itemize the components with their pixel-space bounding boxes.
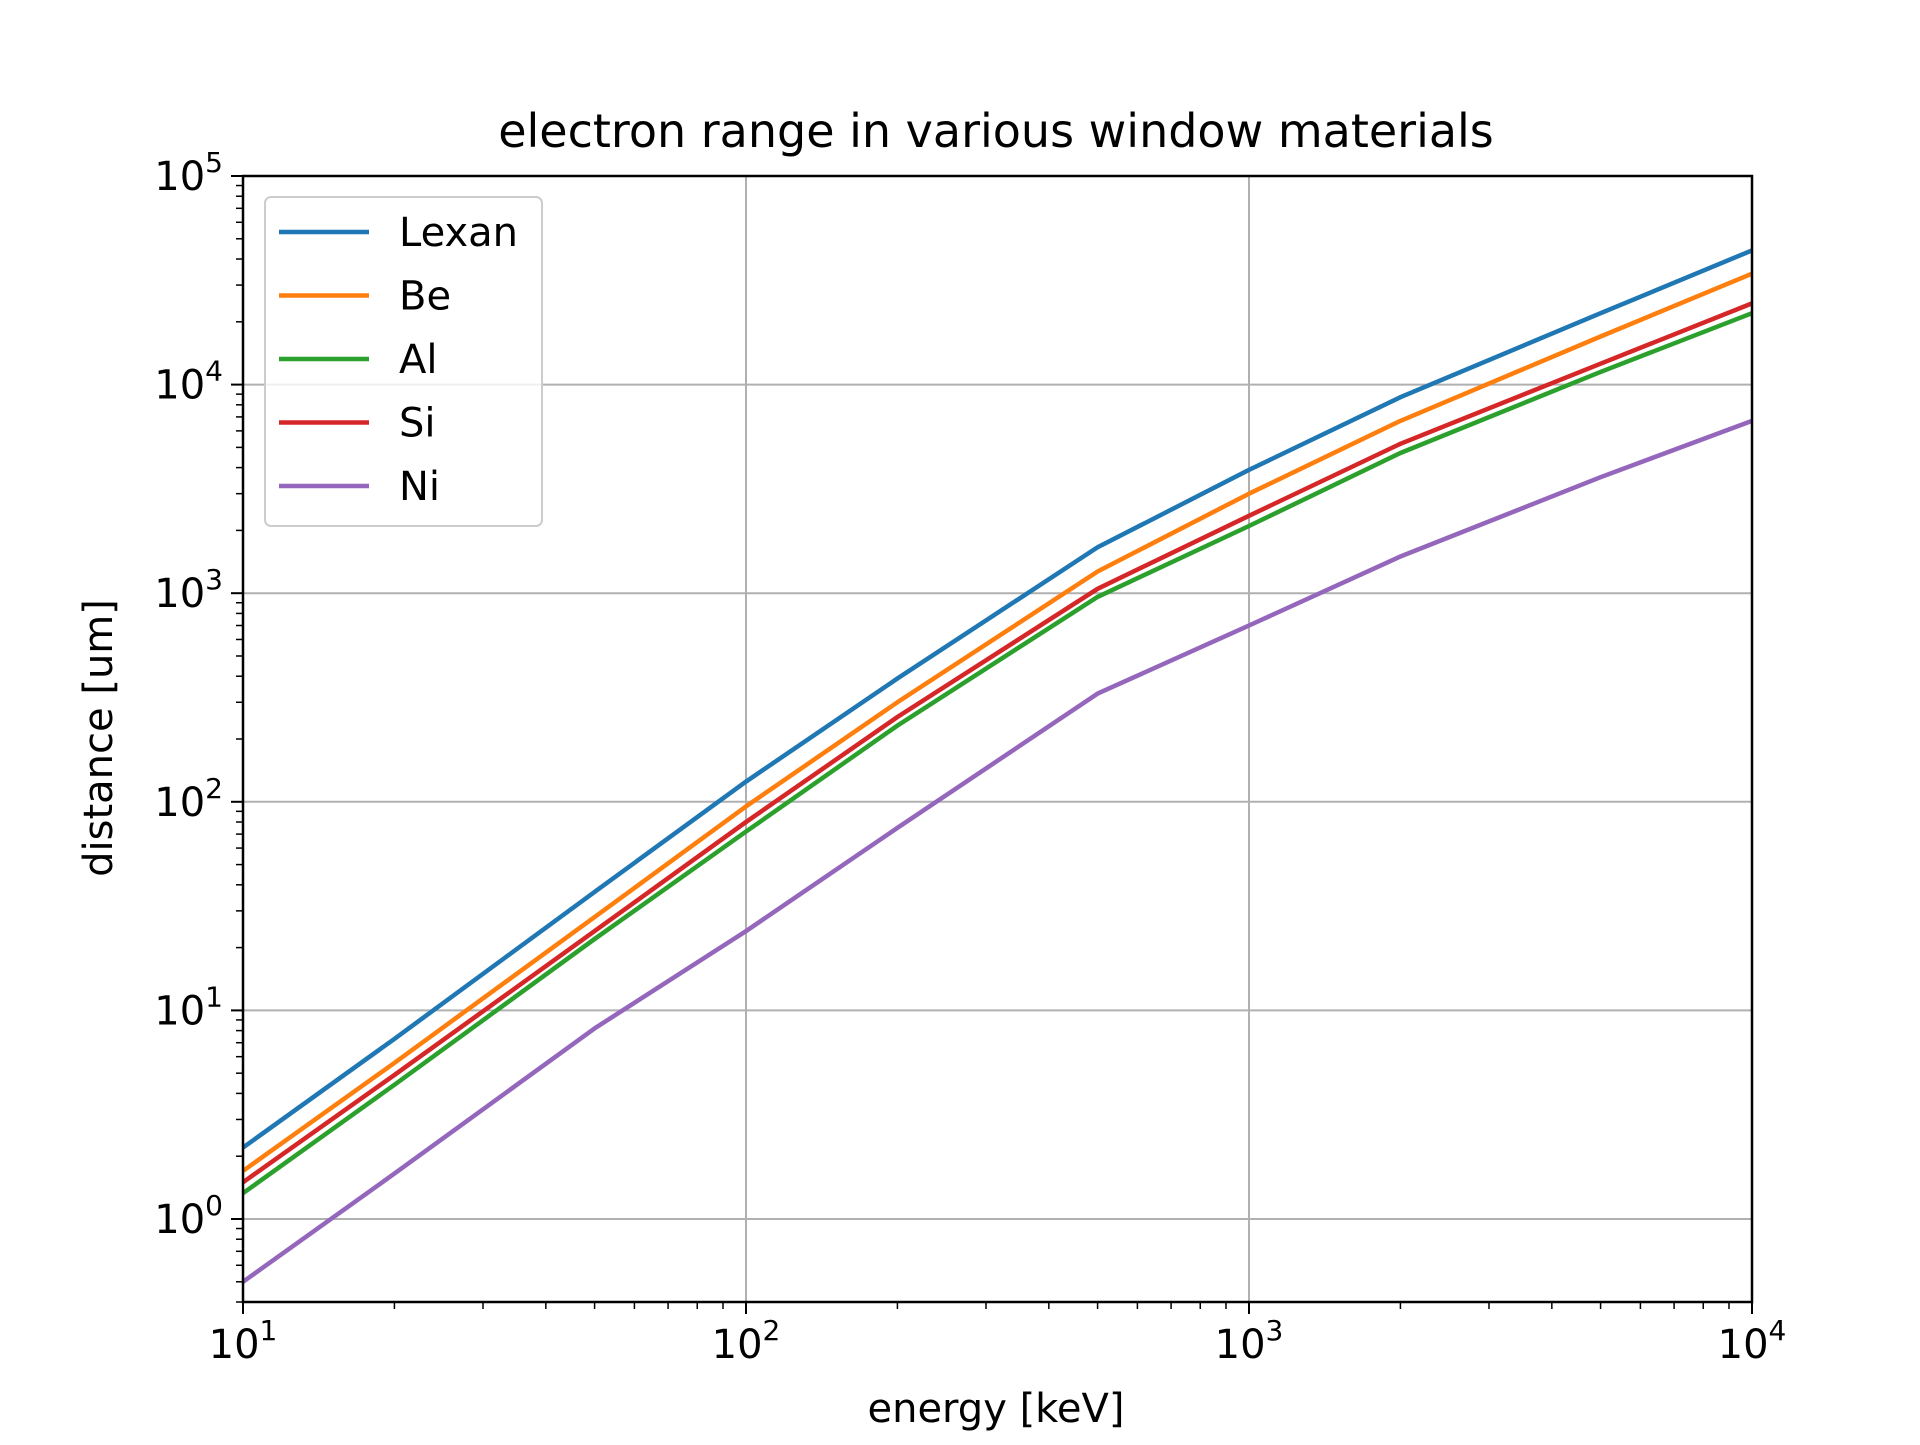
legend-box [264, 196, 543, 527]
tick-layer: 101 102 103 104 100 101 102 103 104 105 [154, 146, 1786, 1368]
series-line-be [241, 271, 1753, 1173]
series-line-al [241, 311, 1753, 1196]
legend-label-lexan: Lexan [399, 210, 518, 256]
legend-label-ni: Ni [399, 464, 440, 510]
series-layer [241, 248, 1753, 1284]
x-tick-label: 102 [712, 1314, 781, 1368]
x-tick-label: 104 [1718, 1314, 1787, 1368]
chart-title: electron range in various window materia… [498, 104, 1494, 158]
y-tick-label: 105 [154, 146, 223, 200]
x-tick-label: 101 [209, 1314, 278, 1368]
series-line-ni [241, 418, 1753, 1284]
y-tick-label: 101 [154, 980, 223, 1034]
legend-label-be: Be [399, 274, 451, 320]
legend-label-si: Si [399, 401, 436, 447]
x-axis-label: energy [keV] [867, 1386, 1124, 1432]
x-tick-label: 103 [1215, 1314, 1284, 1368]
y-tick-label: 104 [154, 355, 223, 409]
series-line-lexan [241, 248, 1753, 1150]
y-tick-label: 102 [154, 772, 223, 826]
y-axis-label: distance [um] [76, 599, 122, 877]
y-tick-label: 100 [154, 1189, 223, 1243]
legend: Lexan Be Al Si Ni [264, 196, 543, 527]
legend-label-al: Al [399, 337, 437, 383]
series-line-si [241, 301, 1753, 1185]
y-tick-label: 103 [154, 563, 223, 617]
